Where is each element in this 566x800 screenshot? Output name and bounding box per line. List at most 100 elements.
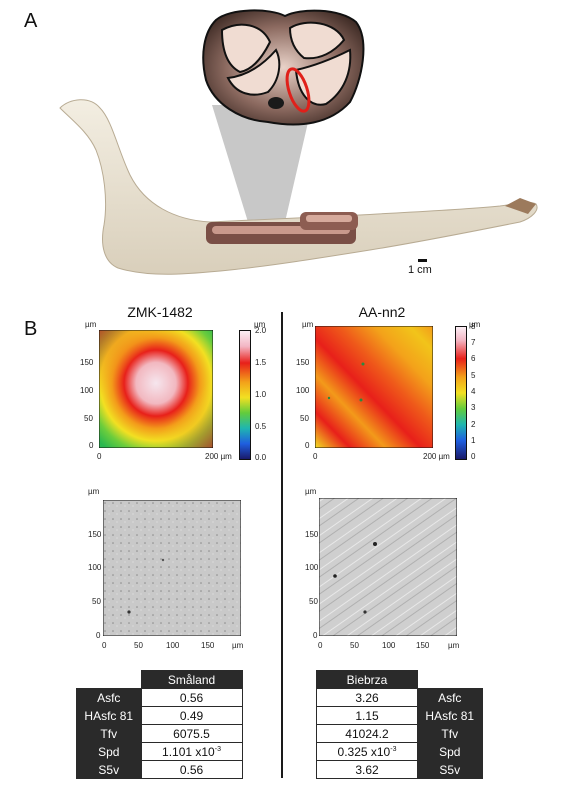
param-label: Asfc — [417, 688, 483, 707]
table-row: S5v 0.56 — [76, 760, 243, 779]
relief-x-tick: 50 — [350, 641, 359, 650]
param-label: Tfv — [76, 724, 142, 743]
param-value: 1.101 x10-3 — [140, 742, 243, 761]
colorbar-tick: 0.0 — [255, 453, 267, 462]
incisor — [505, 198, 536, 214]
relief-y-tick: 50 — [309, 597, 318, 606]
colorbar-tick: 2.0 — [255, 326, 267, 335]
relief-unit-left: µm — [88, 487, 100, 496]
map-unit-right: µm — [302, 320, 314, 329]
colorbar-tick: 6 — [471, 354, 476, 363]
table-header: Småland — [140, 670, 243, 689]
texture-table-left: Småland Asfc 0.56 HAsfc 81 0.49 Tfv 6075… — [76, 670, 243, 779]
map-y-tick: 0 — [305, 441, 310, 450]
scale-bar — [418, 259, 427, 262]
colorbar-unit-right: µm — [469, 320, 481, 329]
map-y-tick: 100 — [296, 386, 310, 395]
param-value: 3.62 — [316, 760, 418, 779]
mandible-illustration — [59, 9, 538, 275]
map-x-tick: 200 µm — [205, 452, 232, 461]
tooth-row — [206, 212, 358, 244]
table-row: Spd 1.101 x10-3 — [76, 742, 243, 761]
map-unit-left: µm — [85, 320, 97, 329]
map-y-tick: 0 — [89, 441, 94, 450]
map-y-tick: 150 — [296, 358, 310, 367]
colorbar-tick: 8 — [471, 322, 476, 331]
param-label: HAsfc 81 — [76, 706, 142, 725]
relief-x-tick: 100 — [382, 641, 396, 650]
param-value: 3.26 — [316, 688, 418, 707]
colorbar-unit-left: µm — [254, 320, 266, 329]
map-y-tick: 100 — [80, 386, 94, 395]
param-value: 0.56 — [140, 760, 243, 779]
map-x-tick: 200 µm — [423, 452, 450, 461]
relief-y-tick: 150 — [88, 530, 102, 539]
param-value: 0.56 — [140, 688, 243, 707]
colorbar-tick: 0 — [471, 452, 476, 461]
map-y-tick: 50 — [300, 414, 309, 423]
param-label: S5v — [76, 760, 142, 779]
relief-unit-right: µm — [305, 487, 317, 496]
relief-y-tick: 50 — [92, 597, 101, 606]
relief-x-tick: 150 — [201, 641, 215, 650]
map-y-tick: 50 — [84, 414, 93, 423]
relief-y-tick: 0 — [313, 631, 318, 640]
colorbar-tick: 5 — [471, 371, 476, 380]
panel-label-b: B — [24, 318, 38, 340]
table-row: HAsfc 81 0.49 — [76, 706, 243, 725]
texture-table-right: Biebrza 3.26 Asfc 1.15 HAsfc 81 41024.2 … — [316, 670, 483, 779]
table-row: 3.26 Asfc — [316, 688, 483, 707]
param-label: Spd — [417, 742, 483, 761]
param-value: 1.15 — [316, 706, 418, 725]
colorbar-tick: 4 — [471, 387, 476, 396]
map-x-tick: 0 — [313, 452, 318, 461]
colorbar-tick: 7 — [471, 338, 476, 347]
param-label: Asfc — [76, 688, 142, 707]
param-label: S5v — [417, 760, 483, 779]
relief-x-tick: 50 — [134, 641, 143, 650]
relief-y-tick: 0 — [96, 631, 101, 640]
panel-label-a: A — [24, 10, 38, 32]
table-row: 3.62 S5v — [316, 760, 483, 779]
relief-x-tick: 150 — [416, 641, 430, 650]
relief-y-tick: 100 — [88, 563, 102, 572]
colorbar-right — [455, 326, 467, 460]
param-value: 0.49 — [140, 706, 243, 725]
relief-y-tick: 100 — [305, 563, 319, 572]
param-value: 41024.2 — [316, 724, 418, 743]
table-row: 1.15 HAsfc 81 — [316, 706, 483, 725]
specimen-title-right: AA-nn2 — [358, 304, 406, 320]
colorbar-left — [239, 330, 251, 460]
wear-area-highlight — [285, 67, 311, 113]
relief-x-tick: µm — [448, 641, 460, 650]
param-label: Spd — [76, 742, 142, 761]
zoom-cone — [212, 105, 312, 222]
colorbar-tick: 1.5 — [255, 358, 267, 367]
scale-bar-label: 1 cm — [408, 264, 432, 276]
relief-image-right — [319, 498, 457, 636]
height-map-right — [315, 326, 433, 448]
height-map-left — [99, 330, 213, 448]
relief-x-tick: 100 — [166, 641, 180, 650]
param-value: 6075.5 — [140, 724, 243, 743]
colorbar-tick: 3 — [471, 403, 476, 412]
relief-y-tick: 150 — [305, 530, 319, 539]
table-header: Biebrza — [316, 670, 418, 689]
param-label: HAsfc 81 — [417, 706, 483, 725]
table-row: 41024.2 Tfv — [316, 724, 483, 743]
colorbar-tick: 0.5 — [255, 422, 267, 431]
table-row: Asfc 0.56 — [76, 688, 243, 707]
panel-divider — [281, 312, 283, 778]
param-value: 0.325 x10-3 — [316, 742, 418, 761]
tooth-occlusal-surface — [202, 9, 365, 126]
map-x-tick: 0 — [97, 452, 102, 461]
relief-x-tick: 0 — [318, 641, 323, 650]
relief-x-tick: 0 — [102, 641, 107, 650]
param-label: Tfv — [417, 724, 483, 743]
jaw-bone — [59, 99, 538, 275]
relief-x-tick: µm — [232, 641, 244, 650]
specimen-title-left: ZMK-1482 — [127, 304, 193, 320]
map-y-tick: 150 — [80, 358, 94, 367]
colorbar-tick: 2 — [471, 420, 476, 429]
colorbar-tick: 1.0 — [255, 390, 267, 399]
